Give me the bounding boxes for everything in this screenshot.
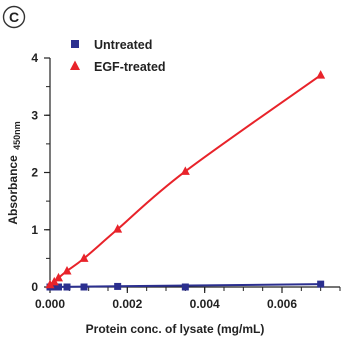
y-tick-label: 4 — [31, 51, 38, 65]
data-point-square — [80, 283, 88, 291]
x-tick-label: 0.002 — [112, 297, 142, 311]
y-tick-label: 1 — [31, 223, 38, 237]
panel-label: C — [9, 9, 19, 25]
data-point-triangle — [79, 253, 89, 262]
data-point-triangle — [62, 265, 72, 275]
series-egf-treated — [45, 70, 326, 289]
y-axis-label: Absorbance 450nm — [6, 121, 22, 224]
legend-label: EGF-treated — [94, 60, 166, 74]
legend-marker-square — [71, 40, 79, 48]
data-point-triangle — [54, 272, 64, 282]
data-point-square — [63, 283, 71, 291]
panel-badge: C — [2, 5, 26, 29]
y-axis-label-main: Absorbance — [6, 155, 20, 225]
data-point-triangle — [113, 224, 123, 233]
data-point-square — [317, 280, 325, 288]
x-tick-label: 0.004 — [190, 297, 220, 311]
data-point-triangle — [316, 70, 326, 79]
x-tick-label: 0.000 — [35, 297, 65, 311]
x-tick-label: 0.006 — [267, 297, 297, 311]
data-point-square — [50, 283, 58, 291]
legend-label: Untreated — [94, 38, 152, 52]
data-point-square — [181, 283, 189, 291]
data-point-square — [114, 282, 122, 290]
legend-marker-triangle — [70, 60, 80, 70]
x-axis-label: Protein conc. of lysate (mg/mL) — [86, 322, 265, 336]
legend: Untreated EGF-treated — [70, 38, 166, 74]
y-tick-label: 0 — [31, 280, 38, 294]
data-point-triangle — [180, 166, 190, 175]
series-line — [49, 74, 322, 286]
y-axis-label-subscript: 450nm — [12, 121, 22, 150]
data-point-triangle — [45, 279, 55, 289]
plot-area: 0.000 0.002 0.004 0.006 0 1 2 3 4 Untreated EGF-tr… — [31, 38, 341, 311]
y-tick-label: 3 — [31, 108, 38, 122]
panel-badge-circle — [2, 5, 26, 29]
y-tick-label: 2 — [31, 166, 38, 180]
data-point-square — [55, 283, 63, 291]
